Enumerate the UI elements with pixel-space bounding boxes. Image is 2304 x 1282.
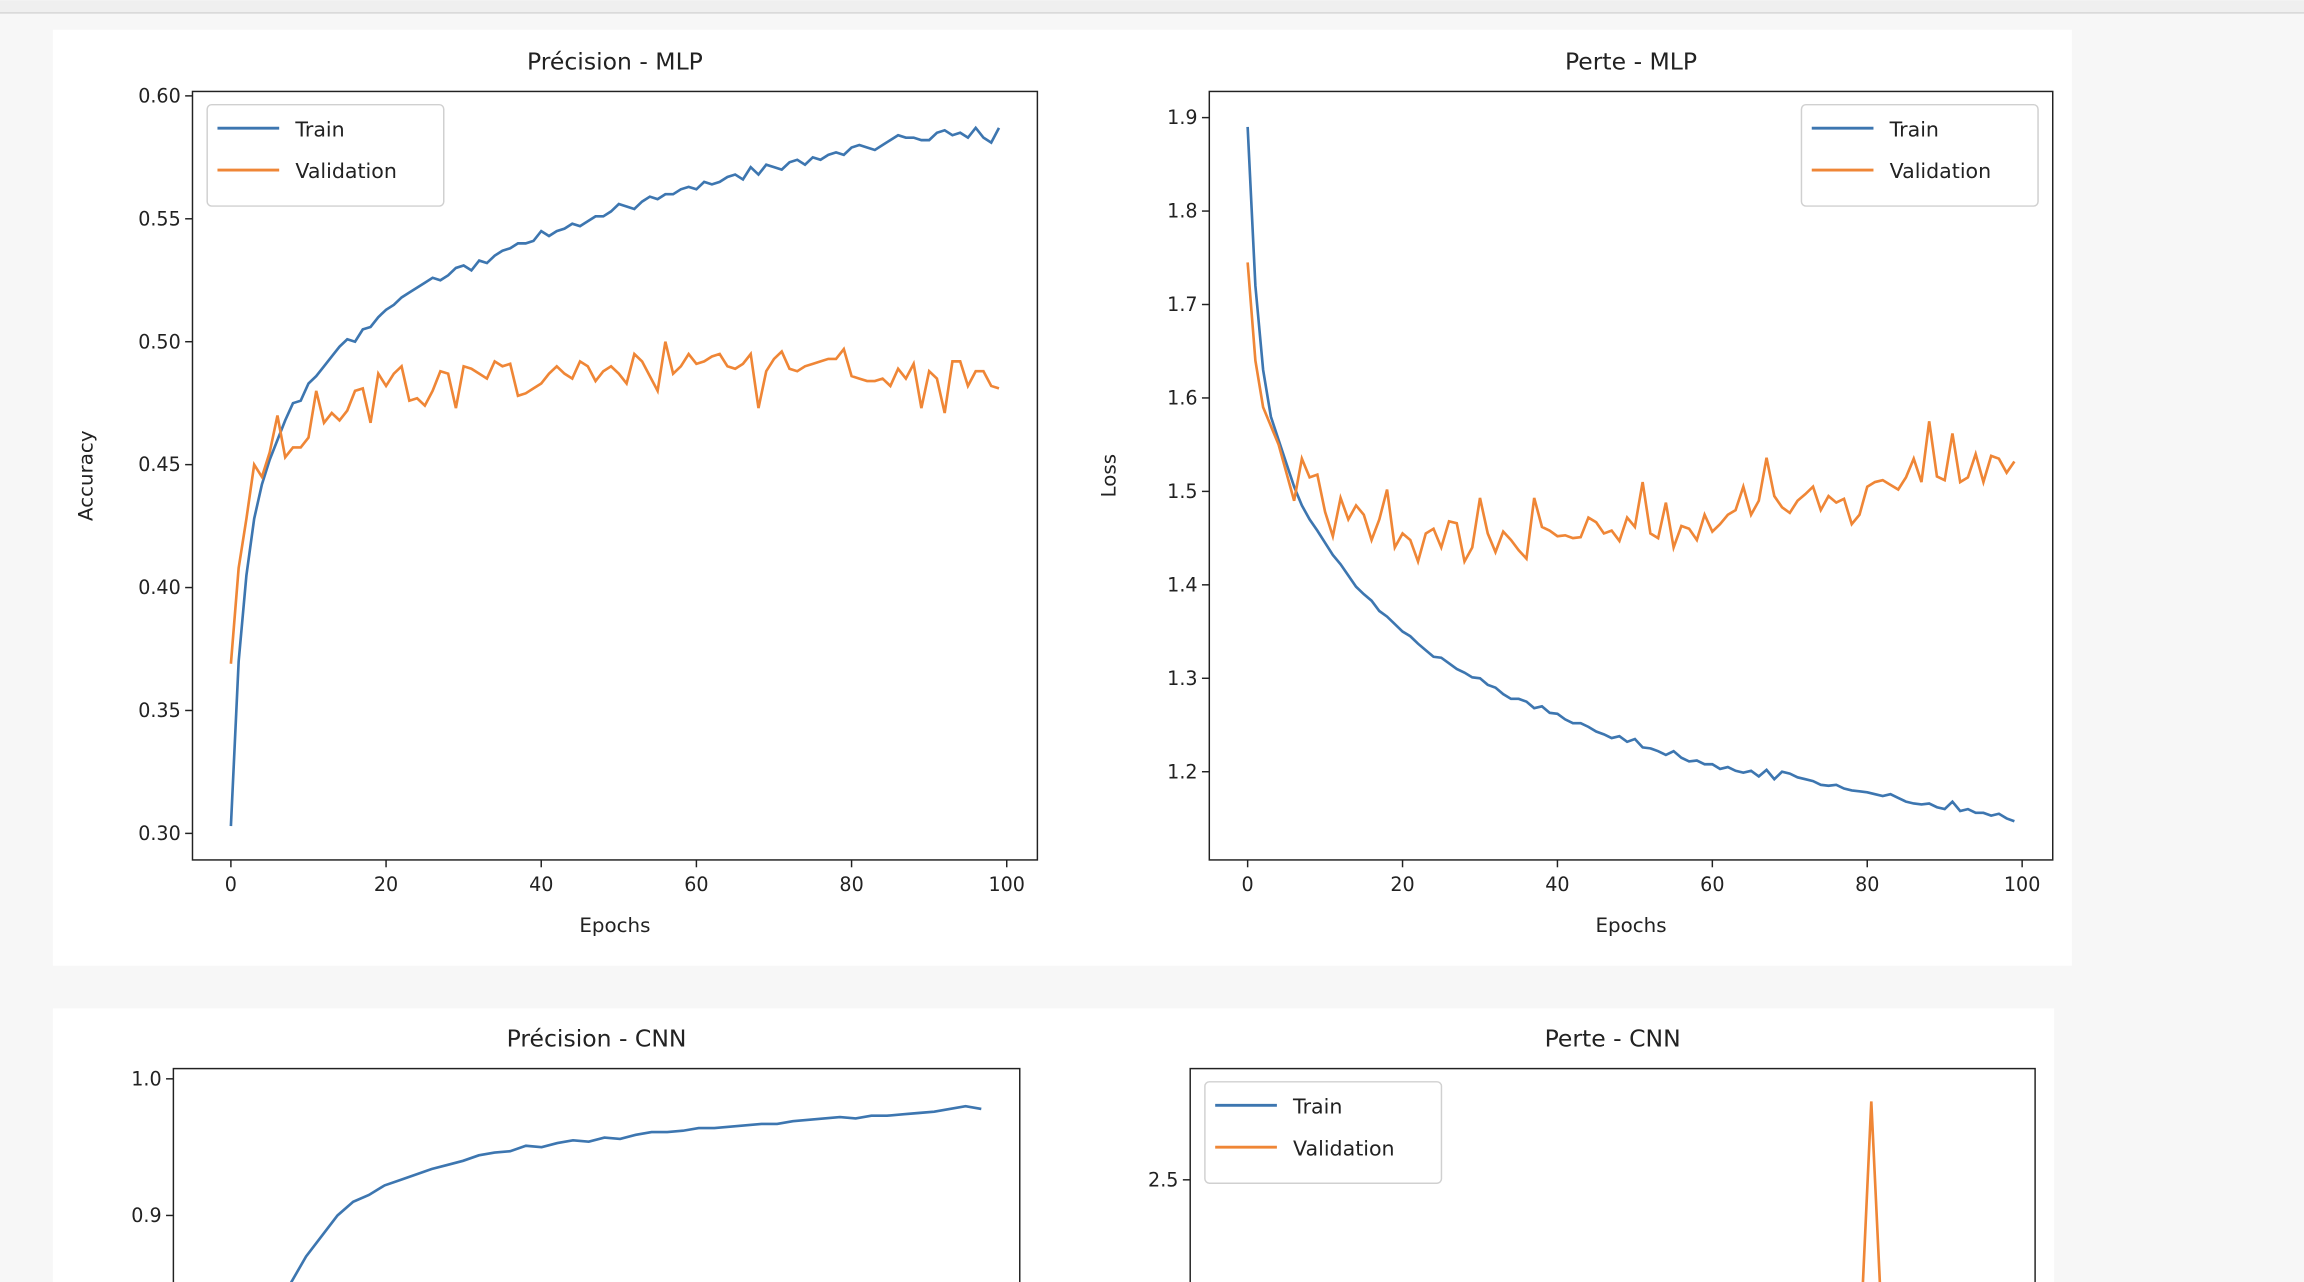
- series-line: [1861, 1101, 1882, 1282]
- x-tick-label: 20: [374, 873, 398, 896]
- series-line: [229, 125, 1001, 827]
- y-tick-label: 1.6: [1167, 387, 1197, 410]
- x-tick-label: 60: [684, 873, 708, 896]
- x-axis-label: Epochs: [579, 914, 650, 937]
- x-tick-label: 20: [1390, 873, 1414, 896]
- plot-frame: [191, 90, 1039, 861]
- y-tick-label: 0.50: [138, 330, 181, 353]
- figure-panel: [52, 1008, 2055, 1282]
- y-tick-label: 0.45: [138, 453, 181, 476]
- plot-frame: [1189, 1067, 2036, 1282]
- chart-title: Précision - CNN: [507, 1025, 687, 1053]
- x-tick-label: 100: [2004, 873, 2040, 896]
- x-tick-label: 40: [529, 873, 553, 896]
- x-tick-label: 40: [1545, 873, 1569, 896]
- plot: Perte - CNN 2.5 Train Validation: [1148, 1025, 2036, 1282]
- y-tick-label: 1.3: [1167, 667, 1197, 690]
- y-tick-label: 1.5: [1167, 480, 1197, 503]
- y-tick-label: 1.9: [1167, 106, 1197, 129]
- x-tick-label: 60: [1700, 873, 1724, 896]
- y-tick-label: 0.9: [131, 1204, 161, 1227]
- legend-label: Train: [1292, 1094, 1342, 1118]
- legend-box: [1800, 103, 2039, 207]
- x-tick-label: 80: [1855, 873, 1879, 896]
- chart-title: Précision - MLP: [527, 47, 703, 75]
- plot: Précision - CNN 0.9 1.0: [131, 1025, 1021, 1282]
- y-tick-label: 0.40: [138, 576, 181, 599]
- x-tick-label: 80: [839, 873, 863, 896]
- x-tick-label: 0: [1242, 873, 1254, 896]
- legend-label: Train: [294, 117, 344, 141]
- legend-label: Validation: [295, 159, 397, 183]
- chart-title: Perte - CNN: [1545, 1025, 1681, 1053]
- series-line: [229, 341, 1000, 664]
- y-tick-label: 0.30: [138, 822, 181, 845]
- legend-box: [1204, 1081, 1443, 1184]
- legend-label: Validation: [1890, 159, 1992, 183]
- top-bar: [0, 0, 2304, 13]
- legend-box: [206, 103, 445, 207]
- series-line: [1246, 126, 2015, 823]
- y-tick-label: 0.60: [138, 84, 181, 107]
- y-tick-label: 1.2: [1167, 760, 1197, 783]
- chart-title: Perte - MLP: [1565, 47, 1697, 75]
- legend-label: Train: [1889, 117, 1939, 141]
- x-tick-label: 100: [989, 873, 1025, 896]
- plots: Précision - MLP 0.30 0.35 0.40 0.45 0.50 0.55 0…: [75, 47, 2054, 1282]
- plot: Précision - MLP 0.30 0.35 0.40 0.45 0.50 0.55 0…: [75, 47, 1039, 937]
- plot-frame: [172, 1067, 1021, 1282]
- plot: Perte - MLP 1.2 1.3 1.4 1.5 1.6 1.7 1.8 1.9 0 20 40…: [1097, 47, 2054, 937]
- series-line: [1246, 262, 2016, 566]
- y-tick-label: 0.55: [138, 207, 181, 230]
- y-tick-label: 1.0: [131, 1067, 161, 1090]
- y-axis-label: Loss: [1097, 454, 1120, 498]
- y-tick-label: 2.5: [1148, 1168, 1178, 1191]
- series-line: [289, 1104, 982, 1282]
- y-axis-label: Accuracy: [75, 430, 98, 521]
- legend-label: Validation: [1293, 1136, 1395, 1160]
- y-tick-label: 1.7: [1167, 293, 1197, 316]
- y-tick-label: 1.8: [1167, 200, 1197, 223]
- y-tick-label: 0.35: [138, 699, 181, 722]
- x-tick-label: 0: [225, 873, 237, 896]
- x-axis-label: Epochs: [1595, 914, 1666, 937]
- y-tick-label: 1.4: [1167, 573, 1197, 596]
- plot-frame: [1208, 90, 2054, 861]
